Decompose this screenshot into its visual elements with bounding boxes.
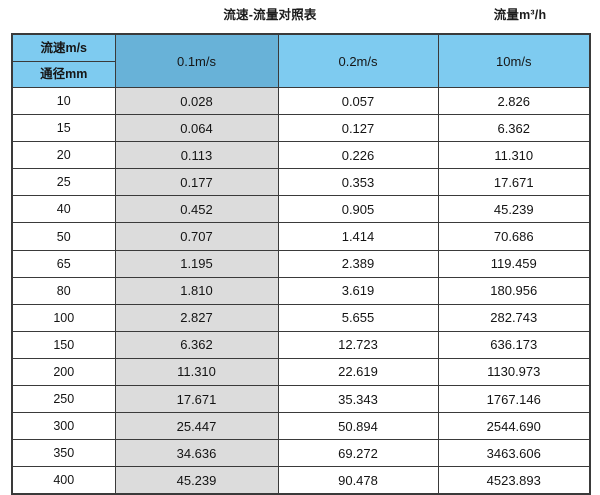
cell-value: 0.064 (114, 114, 279, 143)
table-body: 10 0.028 0.057 2.826 15 0.064 0.127 6.36… (11, 86, 591, 495)
table-row: 40 0.452 0.905 45.239 (11, 195, 591, 224)
cell-value: 119.459 (437, 249, 591, 278)
cell-value: 2544.690 (437, 412, 591, 441)
cell-value: 0.452 (114, 195, 279, 224)
cell-value: 3.619 (277, 276, 439, 305)
page-title: 流速-流量对照表 (223, 8, 317, 22)
table-row: 20 0.113 0.226 11.310 (11, 141, 591, 170)
cell-value: 0.226 (277, 141, 439, 170)
cell-value: 0.177 (114, 168, 279, 197)
cell-dn: 350 (11, 439, 116, 468)
corner-header-cell: 流速m/s 通径mm (11, 33, 116, 88)
cell-value: 0.113 (114, 141, 279, 170)
corner-velocity-label: 流速m/s (13, 35, 115, 62)
cell-value: 5.655 (277, 303, 439, 332)
table-row: 200 11.310 22.619 1130.973 (11, 357, 591, 387)
table-row: 300 25.447 50.894 2544.690 (11, 412, 591, 441)
cell-dn: 200 (11, 357, 116, 387)
cell-dn: 10 (11, 86, 116, 116)
cell-value: 45.239 (437, 195, 591, 224)
cell-dn: 25 (11, 168, 116, 197)
cell-dn: 100 (11, 303, 116, 332)
cell-value: 0.028 (114, 86, 279, 116)
cell-value: 69.272 (277, 439, 439, 468)
cell-value: 180.956 (437, 276, 591, 305)
flow-velocity-table-container: 流速m/s 通径mm 0.1m/s 0.2m/s 10m/s 10 0.028 … (11, 33, 591, 495)
cell-value: 0.127 (277, 114, 439, 143)
table-row: 10 0.028 0.057 2.826 (11, 86, 591, 116)
table-row: 250 17.671 35.343 1767.146 (11, 385, 591, 414)
cell-dn: 300 (11, 412, 116, 441)
cell-value: 0.353 (277, 168, 439, 197)
cell-value: 636.173 (437, 330, 591, 359)
cell-value: 25.447 (114, 412, 279, 441)
cell-dn: 150 (11, 330, 116, 359)
cell-value: 6.362 (437, 114, 591, 143)
cell-value: 34.636 (114, 439, 279, 468)
cell-dn: 400 (11, 466, 116, 495)
corner-diameter-label: 通径mm (13, 61, 115, 87)
table-row: 150 6.362 12.723 636.173 (11, 330, 591, 359)
table-row: 65 1.195 2.389 119.459 (11, 249, 591, 278)
cell-dn: 15 (11, 114, 116, 143)
cell-value: 70.686 (437, 222, 591, 251)
cell-dn: 40 (11, 195, 116, 224)
cell-value: 1.810 (114, 276, 279, 305)
cell-value: 1.414 (277, 222, 439, 251)
table-row: 400 45.239 90.478 4523.893 (11, 466, 591, 495)
cell-value: 1.195 (114, 249, 279, 278)
table-head: 流速m/s 通径mm 0.1m/s 0.2m/s 10m/s (11, 33, 591, 88)
cell-value: 2.827 (114, 303, 279, 332)
column-header-0: 0.1m/s (114, 33, 279, 88)
cell-value: 11.310 (114, 357, 279, 387)
column-header-1: 0.2m/s (277, 33, 439, 88)
cell-value: 282.743 (437, 303, 591, 332)
cell-value: 35.343 (277, 385, 439, 414)
cell-value: 0.905 (277, 195, 439, 224)
table-row: 50 0.707 1.414 70.686 (11, 222, 591, 251)
cell-dn: 250 (11, 385, 116, 414)
flow-unit-title: 流量m³/h (493, 8, 547, 22)
cell-value: 3463.606 (437, 439, 591, 468)
cell-value: 1130.973 (437, 357, 591, 387)
cell-value: 90.478 (277, 466, 439, 495)
cell-value: 2.826 (437, 86, 591, 116)
cell-value: 50.894 (277, 412, 439, 441)
table-row: 80 1.810 3.619 180.956 (11, 276, 591, 305)
table-header-row: 流速m/s 通径mm 0.1m/s 0.2m/s 10m/s (11, 33, 591, 88)
cell-value: 17.671 (437, 168, 591, 197)
cell-dn: 50 (11, 222, 116, 251)
table-row: 350 34.636 69.272 3463.606 (11, 439, 591, 468)
column-header-2: 10m/s (437, 33, 591, 88)
cell-value: 4523.893 (437, 466, 591, 495)
cell-value: 11.310 (437, 141, 591, 170)
cell-value: 45.239 (114, 466, 279, 495)
cell-dn: 20 (11, 141, 116, 170)
cell-value: 0.057 (277, 86, 439, 116)
cell-value: 2.389 (277, 249, 439, 278)
cell-value: 22.619 (277, 357, 439, 387)
titles-row: 流速-流量对照表 流量m³/h (0, 0, 600, 32)
table-row: 25 0.177 0.353 17.671 (11, 168, 591, 197)
cell-value: 6.362 (114, 330, 279, 359)
cell-value: 12.723 (277, 330, 439, 359)
cell-dn: 80 (11, 276, 116, 305)
flow-velocity-table: 流速m/s 通径mm 0.1m/s 0.2m/s 10m/s 10 0.028 … (11, 33, 591, 495)
cell-value: 17.671 (114, 385, 279, 414)
table-row: 15 0.064 0.127 6.362 (11, 114, 591, 143)
cell-value: 0.707 (114, 222, 279, 251)
cell-dn: 65 (11, 249, 116, 278)
table-row: 100 2.827 5.655 282.743 (11, 303, 591, 332)
cell-value: 1767.146 (437, 385, 591, 414)
